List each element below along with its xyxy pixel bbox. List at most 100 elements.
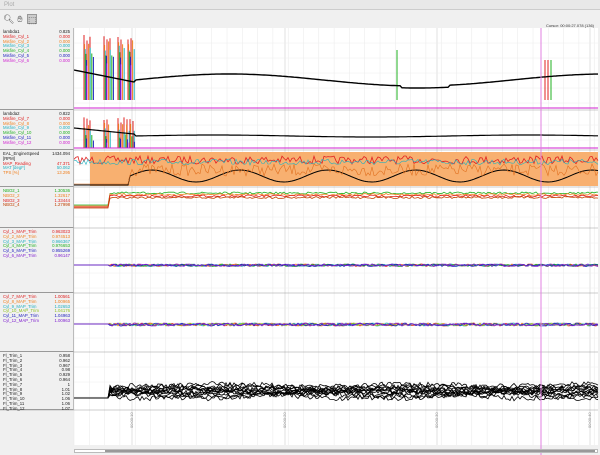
series-name: Cyl_4_MAP_Trim xyxy=(3,243,37,249)
tps-fill xyxy=(90,152,598,186)
series-name: Misfire_Cyl_10 xyxy=(3,130,32,136)
legend-row[interactable]: Misfire_Cyl_6 0.000 xyxy=(3,57,70,64)
legend-row[interactable]: EAL_EngineSpeed [RPM] 1434.094 xyxy=(3,151,70,162)
legend-row[interactable]: Fl_Trim_9 1.02 xyxy=(3,392,70,397)
legend-panel-3: EAL_EngineSpeed [RPM] 1434.094 MAP_Reading… xyxy=(0,150,74,187)
series-name: Fl_Trim_8 xyxy=(3,386,23,392)
series-name: NBO2_4 xyxy=(3,202,20,208)
series-name: Cyl_2_MAP_Trim xyxy=(3,233,37,239)
legend-row[interactable]: MAT [degF] 50.062 xyxy=(3,166,70,171)
map-trim-line xyxy=(74,322,599,327)
legend-row[interactable]: Fl_Trim_3 0.967 xyxy=(3,363,70,369)
legend-row[interactable]: MAP_Reading 47.371 xyxy=(3,161,70,167)
series-value: 0.822 xyxy=(59,111,70,116)
legend-row[interactable]: Misfire_Cyl_8 0.000 xyxy=(3,121,70,127)
series-name: Misfire_Cyl_4 xyxy=(3,48,30,54)
legend-row[interactable]: Cyl_6_MAP_Trim 0.96147 xyxy=(3,252,70,259)
time-tick-label: 00:00:40 xyxy=(587,412,592,428)
legend-row[interactable]: Cyl_5_MAP_Trim 0.955269 xyxy=(3,248,70,254)
legend-panel-7: Fl_Trim_1 0.958 Fl_Trim_2 0.962 Fl_Trim_3 0.9… xyxy=(0,352,74,412)
legend-row[interactable]: NBO2_2 1.32617 xyxy=(3,193,70,199)
series-name: Cyl_6_MAP_Trim xyxy=(3,252,37,258)
legend-row[interactable]: lambda2 0.822 xyxy=(3,111,70,117)
map-reading-line xyxy=(73,154,599,166)
series-name: Cyl_9_MAP_Trim xyxy=(3,303,37,309)
legend-row[interactable]: Cyl_10_MAP_Trim 1.04176 xyxy=(3,309,70,314)
series-name: Fl_Trim_5 xyxy=(3,372,23,378)
cursor-readout: Cursor: 00:00:27.078 (136) xyxy=(545,23,594,28)
legend-row[interactable]: NBO2_3 1.33444 xyxy=(3,198,70,204)
legend-row[interactable]: Cyl_11_MAP_Trim 1.04963 xyxy=(3,313,70,319)
series-name: Misfire_Cyl_3 xyxy=(3,43,30,49)
nbo2-line xyxy=(74,194,599,208)
pan-hand-icon[interactable]: ✋︎ xyxy=(17,14,23,24)
legend-row[interactable]: Cyl_1_MAP_Trim 0.963023 xyxy=(3,229,70,235)
series-value: 0.966367 xyxy=(52,238,70,244)
legend-row[interactable]: lambda1 0.825 xyxy=(3,29,70,35)
time-tick-label: 00:00:30 xyxy=(434,412,439,428)
series-value: 1.30536 xyxy=(54,188,70,193)
legend-row[interactable]: Misfire_Cyl_9 0.000 xyxy=(3,126,70,131)
legend-row[interactable]: Cyl_2_MAP_Trim 0.974513 xyxy=(3,233,70,240)
tps-line xyxy=(74,163,599,185)
legend-row[interactable]: Misfire_Cyl_10 0.000 xyxy=(3,130,70,136)
legend-row[interactable]: Fl_Trim_4 0.98 xyxy=(3,368,70,373)
series-name: Misfire_Cyl_5 xyxy=(3,52,30,58)
legend-row[interactable]: Misfire_Cyl_11 0.000 xyxy=(3,134,70,141)
engine-speed-line xyxy=(74,169,599,186)
legend-row[interactable]: Fl_Trim_10 1.06 xyxy=(3,396,70,402)
legend-row[interactable]: Fl_Trim_11 1.06 xyxy=(3,400,70,407)
series-name: Misfire_Cyl_11 xyxy=(3,134,32,140)
legend-row[interactable]: Fl_Trim_12 1.07 xyxy=(3,406,70,412)
legend-row[interactable]: Fl_Trim_1 0.958 xyxy=(3,353,70,359)
series-name: Fl_Trim_6 xyxy=(3,376,23,382)
legend-panel-6: Cyl_7_MAP_Trim 1.00561 Cyl_8_MAP_Trim 1.009… xyxy=(0,293,74,352)
legend-row[interactable]: TPS [%] 13.295 xyxy=(3,170,70,176)
legend-row[interactable]: Cyl_9_MAP_Trim 1.02653 xyxy=(3,303,70,310)
series-value: 0.000 xyxy=(59,134,70,140)
scrollbar-thumb[interactable] xyxy=(105,450,595,452)
legend-row[interactable]: Misfire_Cyl_4 0.000 xyxy=(3,48,70,54)
legend-row[interactable]: Fl_Trim_5 0.929 xyxy=(3,372,70,378)
series-value: 1.06 xyxy=(61,400,70,406)
horizontal-scrollbar[interactable] xyxy=(74,449,598,453)
legend-row[interactable]: Cyl_7_MAP_Trim 1.00561 xyxy=(3,294,70,300)
series-name: Cyl_12_MAP_Trim xyxy=(3,317,39,323)
lambda2-line xyxy=(73,127,598,138)
legend-row[interactable]: Cyl_8_MAP_Trim 1.00965 xyxy=(3,298,70,305)
fuel-trim-line xyxy=(74,386,599,399)
series-value: 0.962 xyxy=(59,357,70,363)
series-value: 0.000 xyxy=(59,57,70,63)
legend-row[interactable]: Misfire_Cyl_2 0.000 xyxy=(3,39,70,45)
legend-row[interactable]: Cyl_4_MAP_Trim 0.976653 xyxy=(3,244,70,249)
legend-row[interactable]: Fl_Trim_2 0.962 xyxy=(3,357,70,364)
legend-row[interactable]: Misfire_Cyl_7 0.000 xyxy=(3,115,70,122)
series-value: 1.00965 xyxy=(54,298,70,304)
series-value: 1.02 xyxy=(61,391,70,397)
legend-row[interactable]: Misfire_Cyl_3 0.000 xyxy=(3,44,70,49)
zoom-icon[interactable]: 🔍︎ xyxy=(3,14,15,24)
series-value: 0.000 xyxy=(59,115,70,121)
series-name: Cyl_10_MAP_Trim xyxy=(3,308,39,314)
select-icon[interactable]: ⬚ xyxy=(27,14,37,25)
legend-row[interactable]: Cyl_12_MAP_Trim 1.00963 xyxy=(3,317,70,324)
series-value: 0.958 xyxy=(59,353,70,358)
legend-row[interactable]: NBO2_4 1.27998 xyxy=(3,203,70,208)
series-name: Fl_Trim_10 xyxy=(3,396,25,402)
legend-row[interactable]: Misfire_Cyl_1 0.000 xyxy=(3,34,70,40)
series-value: 0.000 xyxy=(59,43,70,49)
toolbar: 🔍︎ ✋︎ ⬚ xyxy=(0,12,600,28)
legend-row[interactable]: NBO2_1 1.30536 xyxy=(3,188,70,194)
legend-row[interactable]: Fl_Trim_6 0.964 xyxy=(3,376,70,383)
legend-row[interactable]: Fl_Trim_8 1.01 xyxy=(3,386,70,393)
legend-row[interactable]: Misfire_Cyl_12 0.000 xyxy=(3,140,70,146)
legend-row[interactable]: Fl_Trim_7 1 xyxy=(3,382,70,388)
mat-line xyxy=(73,158,599,166)
series-name: Fl_Trim_1 xyxy=(3,353,23,358)
legend-panel-5: Cyl_1_MAP_Trim 0.963023 Cyl_2_MAP_Trim 0.97… xyxy=(0,228,74,293)
fuel-trim-line xyxy=(74,389,599,402)
legend-row[interactable]: Misfire_Cyl_5 0.000 xyxy=(3,52,70,59)
lambda1-line xyxy=(73,69,598,89)
legend-row[interactable]: Cyl_3_MAP_Trim 0.966367 xyxy=(3,238,70,245)
